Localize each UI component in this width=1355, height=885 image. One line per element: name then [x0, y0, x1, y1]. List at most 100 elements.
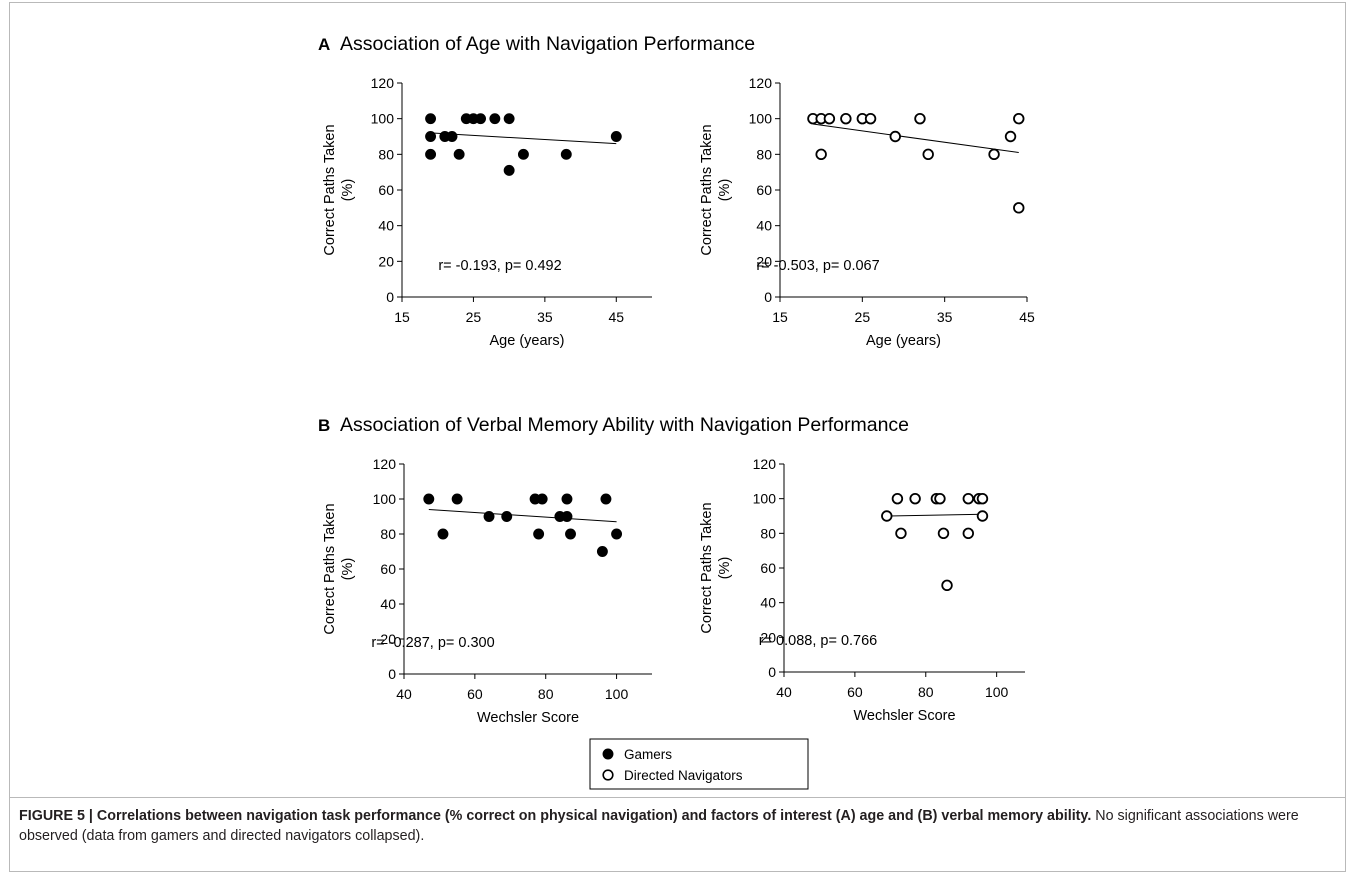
- caption-label: FIGURE 5 |: [19, 808, 97, 824]
- y-axis-unit: (%): [340, 179, 356, 202]
- y-tick-label: 20: [378, 253, 394, 269]
- data-point-filled: [517, 148, 529, 160]
- data-point-open: [962, 527, 974, 540]
- data-point-filled: [565, 528, 576, 540]
- y-tick-label: 40: [756, 218, 772, 234]
- data-point-filled: [483, 511, 495, 522]
- data-point-open: [840, 112, 852, 125]
- data-point-filled: [425, 148, 437, 160]
- data-point-open: [976, 492, 989, 505]
- panel-b-title: Association of Verbal Memory Ability wit…: [340, 414, 909, 436]
- x-tick-label: 40: [776, 684, 792, 700]
- data-point-open: [881, 510, 893, 522]
- data-point-open: [1013, 112, 1025, 125]
- data-point-filled: [503, 113, 515, 125]
- data-point-open: [823, 112, 836, 125]
- x-tick-label: 25: [855, 309, 871, 325]
- caption-divider: [9, 797, 1346, 798]
- x-tick-label: 45: [608, 309, 624, 325]
- y-tick-label: 0: [386, 289, 394, 305]
- x-tick-label: 40: [396, 686, 412, 702]
- data-point-open: [815, 148, 827, 161]
- y-axis-label: Correct Paths Taken: [322, 503, 338, 634]
- legend-box: [589, 738, 809, 790]
- y-tick-label: 100: [749, 111, 773, 127]
- data-point-filled: [503, 164, 515, 176]
- legend: Gamers Directed Navigators: [589, 738, 809, 790]
- x-tick-label: 100: [985, 684, 1009, 700]
- scatter-plot-4: 0 20 40 60 80 100 120 40 60 80 100 Wechsler Score Co…: [699, 456, 1025, 724]
- y-tick-label: 20: [760, 629, 776, 645]
- data-point-open: [889, 130, 901, 143]
- y-axis-unit: (%): [717, 557, 733, 580]
- data-point-open: [1013, 202, 1025, 214]
- legend-marker-directed-navigators: [602, 769, 614, 781]
- data-point-filled: [451, 493, 463, 505]
- x-tick-label: 100: [605, 686, 629, 702]
- y-tick-label: 40: [380, 596, 396, 612]
- x-tick-label: 25: [466, 309, 482, 325]
- y-tick-label: 120: [749, 75, 773, 91]
- y-tick-label: 60: [378, 182, 394, 198]
- data-point-open: [914, 112, 926, 125]
- correlation-annotation: r= -0.287, p= 0.300: [371, 635, 494, 651]
- data-point-filled: [437, 528, 449, 540]
- data-point-filled: [611, 528, 623, 540]
- data-point-open: [1004, 130, 1017, 143]
- y-tick-label: 20: [756, 253, 772, 269]
- data-point-filled: [453, 148, 465, 160]
- figure-frame: [9, 2, 1346, 872]
- data-point-filled: [561, 511, 573, 522]
- y-axis-unit: (%): [340, 558, 356, 581]
- data-point-open: [934, 492, 946, 505]
- x-tick-label: 35: [937, 309, 953, 325]
- legend-marker-gamers: [602, 748, 614, 760]
- y-axis-label: Correct Paths Taken: [699, 502, 715, 633]
- y-tick-label: 80: [380, 526, 396, 542]
- caption-bold-text: Correlations between navigation task per…: [96, 808, 1092, 824]
- correlation-annotation: r= 0.088, p= 0.766: [759, 633, 878, 649]
- data-point-filled: [596, 546, 608, 557]
- y-tick-label: 80: [378, 146, 394, 162]
- panel-a-letter: A: [318, 35, 330, 54]
- data-point-open: [962, 492, 974, 505]
- x-tick-label: 45: [1019, 309, 1035, 325]
- y-tick-label: 60: [380, 561, 396, 577]
- caption-text: No significant associations were observe…: [19, 808, 1299, 844]
- data-point-open: [988, 148, 1000, 161]
- y-tick-label: 120: [371, 75, 395, 91]
- y-tick-label: 100: [753, 491, 777, 507]
- x-tick-label: 60: [467, 686, 483, 702]
- y-tick-label: 60: [756, 182, 772, 198]
- y-tick-label: 0: [764, 289, 772, 305]
- data-point-open: [891, 492, 904, 505]
- legend-label-directed-navigators: Directed Navigators: [624, 768, 743, 783]
- y-tick-label: 80: [760, 525, 776, 541]
- data-point-open: [864, 112, 877, 125]
- correlation-annotation: r= -0.503, p= 0.067: [756, 258, 879, 274]
- y-axis-unit: (%): [717, 179, 733, 202]
- data-point-filled: [610, 131, 622, 142]
- trend-line: [886, 513, 983, 517]
- data-point-filled: [533, 528, 545, 540]
- chart-group: 0 20 40 60 80 100 120 15 25 35 45 Age (years) Correc…: [322, 75, 1035, 726]
- y-tick-label: 120: [753, 456, 777, 472]
- data-point-filled: [501, 511, 513, 522]
- y-tick-label: 100: [373, 491, 397, 507]
- x-axis-label: Age (years): [490, 333, 565, 349]
- y-tick-label: 120: [373, 456, 397, 472]
- trend-line: [428, 509, 617, 523]
- data-point-filled: [446, 131, 458, 142]
- data-point-open: [895, 527, 907, 540]
- data-point-filled: [423, 493, 435, 505]
- x-axis-label: Age (years): [866, 333, 941, 349]
- trend-line: [430, 132, 617, 145]
- y-tick-label: 20: [380, 631, 396, 647]
- x-tick-label: 80: [918, 684, 934, 700]
- data-point-open: [909, 492, 921, 505]
- data-point-filled: [489, 113, 501, 125]
- scatter-plot-2: 0 20 40 60 80 100 120 15 25 35 45 Age (years) Correc…: [699, 75, 1035, 349]
- correlation-annotation: r= -0.193, p= 0.492: [438, 258, 561, 274]
- y-tick-label: 60: [760, 560, 776, 576]
